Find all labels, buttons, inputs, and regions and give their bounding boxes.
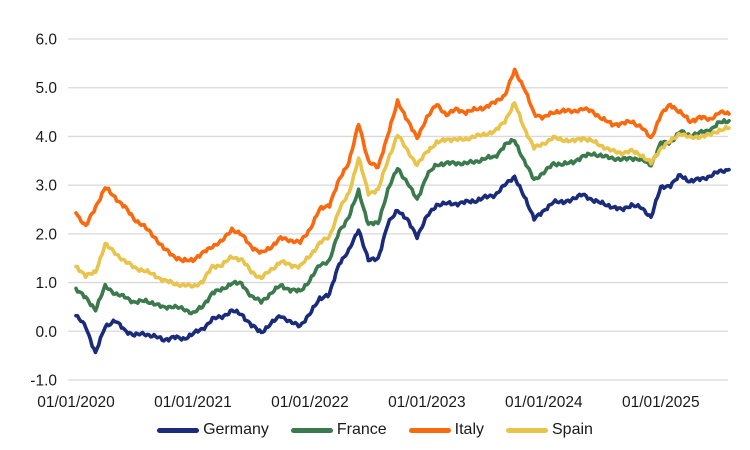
- svg-text:01/01/2023: 01/01/2023: [388, 394, 466, 411]
- france-line-swatch: [290, 427, 333, 433]
- chart-legend: Germany France Italy Spain: [0, 418, 750, 442]
- legend-item-france: France: [290, 421, 387, 438]
- legend-item-spain: Spain: [506, 422, 593, 438]
- svg-text:1.0: 1.0: [35, 275, 57, 292]
- svg-text:-1.0: -1.0: [30, 373, 57, 390]
- legend-label-france: France: [336, 421, 387, 438]
- legend-label-italy: Italy: [454, 421, 484, 438]
- italy-line-swatch: [408, 427, 451, 433]
- italy-series-line: [74, 67, 731, 264]
- spain-series-line: [74, 101, 731, 289]
- svg-text:01/01/2022: 01/01/2022: [271, 394, 349, 411]
- legend-item-germany: Germany: [157, 422, 269, 438]
- legend-label-germany: Germany: [203, 421, 269, 438]
- svg-text:2.0: 2.0: [35, 226, 57, 243]
- svg-text:01/01/2020: 01/01/2020: [37, 394, 115, 411]
- germany-series-line: [74, 167, 731, 355]
- svg-text:3.0: 3.0: [35, 178, 57, 195]
- svg-text:01/01/2024: 01/01/2024: [505, 394, 583, 411]
- spain-line-swatch: [506, 427, 548, 433]
- legend-item-italy: Italy: [408, 421, 484, 438]
- svg-text:5.0: 5.0: [35, 80, 57, 97]
- svg-text:01/01/2021: 01/01/2021: [154, 394, 232, 411]
- france-series-line: [74, 118, 731, 316]
- svg-text:6.0: 6.0: [35, 32, 57, 49]
- svg-text:4.0: 4.0: [35, 129, 57, 146]
- legend-label-spain: Spain: [552, 421, 593, 438]
- svg-text:0.0: 0.0: [35, 324, 57, 341]
- germany-line-swatch: [157, 427, 200, 433]
- svg-text:01/01/2025: 01/01/2025: [622, 394, 700, 411]
